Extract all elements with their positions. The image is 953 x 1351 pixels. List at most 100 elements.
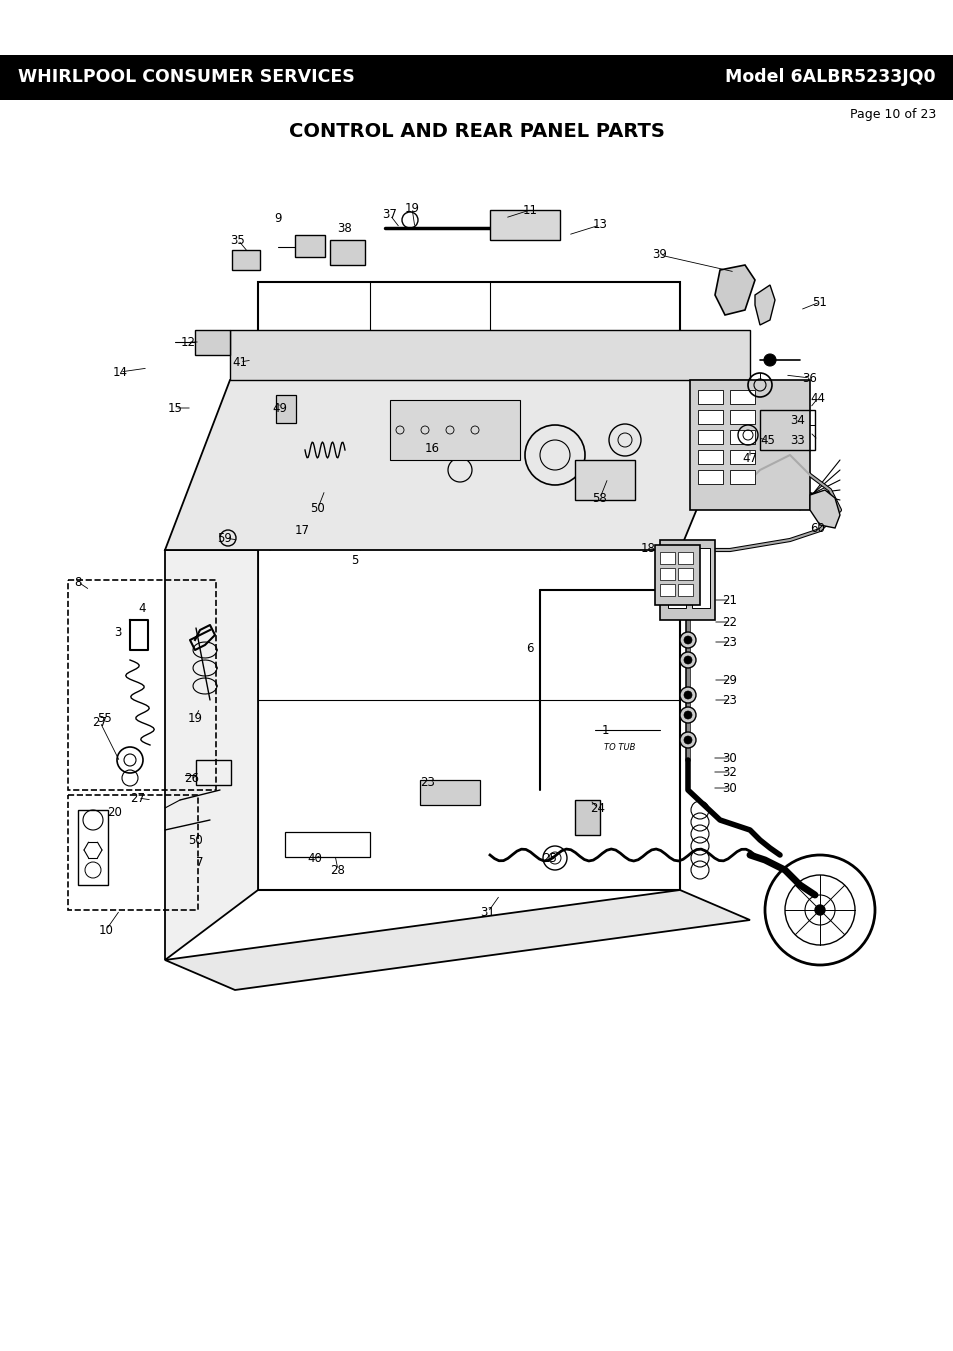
Text: 39: 39 (652, 249, 667, 262)
Text: 51: 51 (812, 296, 826, 308)
Bar (729, 430, 754, 444)
Text: 32: 32 (721, 766, 737, 778)
Bar (0, 55, 953, 100)
Text: 60: 60 (810, 521, 824, 535)
Bar (68, 794, 198, 911)
Bar (659, 553, 675, 563)
Text: 23: 23 (721, 635, 737, 648)
Text: 19: 19 (188, 712, 202, 724)
Circle shape (683, 657, 691, 663)
Polygon shape (754, 285, 774, 326)
Bar (575, 800, 599, 835)
Bar (659, 567, 675, 580)
Polygon shape (714, 265, 754, 315)
Text: 49: 49 (273, 401, 287, 415)
Bar (285, 832, 370, 857)
Text: 50: 50 (311, 501, 325, 515)
Bar (232, 250, 260, 270)
Bar (659, 584, 675, 596)
Circle shape (763, 354, 775, 366)
Text: 30: 30 (721, 781, 737, 794)
Bar (691, 549, 709, 608)
Text: 7: 7 (196, 855, 204, 869)
Circle shape (814, 905, 824, 915)
Text: 31: 31 (480, 905, 495, 919)
Polygon shape (165, 890, 749, 990)
Text: 22: 22 (721, 616, 737, 628)
Circle shape (679, 688, 696, 703)
Text: Page 10 of 23: Page 10 of 23 (849, 108, 935, 122)
Text: 18: 18 (639, 542, 655, 554)
Bar (729, 470, 754, 484)
Polygon shape (165, 380, 749, 550)
Text: 24: 24 (590, 801, 605, 815)
Bar (659, 540, 714, 620)
Circle shape (679, 653, 696, 667)
Text: 25: 25 (542, 851, 557, 865)
Text: 47: 47 (741, 451, 757, 465)
Text: 17: 17 (294, 523, 309, 536)
Text: 11: 11 (522, 204, 537, 216)
Text: 26: 26 (184, 771, 199, 785)
Bar (441, 340, 457, 349)
Bar (275, 394, 295, 423)
Text: 38: 38 (337, 222, 352, 235)
Bar (257, 282, 679, 890)
Bar (419, 780, 479, 805)
Bar (698, 450, 722, 463)
Bar (678, 567, 692, 580)
Text: 5: 5 (351, 554, 358, 566)
Bar (330, 240, 365, 265)
Text: 37: 37 (382, 208, 397, 222)
Bar (729, 450, 754, 463)
Text: WHIRLPOOL CONSUMER SERVICES: WHIRLPOOL CONSUMER SERVICES (18, 68, 355, 86)
Text: 8: 8 (74, 576, 82, 589)
Text: 3: 3 (114, 626, 122, 639)
Text: 44: 44 (810, 392, 824, 404)
Polygon shape (165, 550, 257, 961)
Bar (294, 235, 325, 257)
Bar (698, 390, 722, 404)
Text: 28: 28 (331, 863, 345, 877)
Text: 33: 33 (790, 434, 804, 446)
Text: 1: 1 (600, 724, 608, 736)
Circle shape (679, 732, 696, 748)
Text: 30: 30 (721, 751, 737, 765)
Text: 21: 21 (721, 593, 737, 607)
Text: 4: 4 (138, 601, 146, 615)
Text: 35: 35 (231, 234, 245, 246)
Polygon shape (809, 490, 840, 528)
Text: 29: 29 (721, 674, 737, 686)
Bar (678, 553, 692, 563)
Text: 12: 12 (180, 335, 195, 349)
Bar (575, 459, 635, 500)
Text: 34: 34 (790, 413, 804, 427)
Text: 27: 27 (92, 716, 108, 728)
Text: 45: 45 (760, 434, 775, 446)
Bar (195, 761, 231, 785)
Bar (698, 409, 722, 424)
Bar (194, 330, 230, 355)
Text: 58: 58 (592, 492, 607, 504)
Bar (667, 549, 685, 608)
Circle shape (683, 690, 691, 698)
Text: 36: 36 (801, 372, 817, 385)
Text: 59: 59 (217, 531, 233, 544)
Text: 50: 50 (189, 834, 203, 847)
Bar (68, 580, 215, 790)
Circle shape (683, 736, 691, 744)
Text: 41: 41 (233, 355, 247, 369)
Bar (678, 584, 692, 596)
Circle shape (679, 632, 696, 648)
Bar (412, 340, 428, 349)
Circle shape (683, 711, 691, 719)
Text: 10: 10 (98, 924, 113, 936)
Text: 23: 23 (721, 693, 737, 707)
Bar (655, 544, 700, 605)
Text: 6: 6 (526, 642, 533, 654)
Bar (490, 209, 559, 240)
Text: 15: 15 (168, 401, 182, 415)
Bar (698, 430, 722, 444)
Bar (760, 409, 814, 450)
Bar (390, 400, 519, 459)
